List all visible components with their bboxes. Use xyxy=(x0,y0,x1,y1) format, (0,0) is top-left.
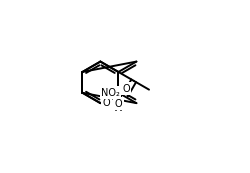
Text: NO₂: NO₂ xyxy=(101,88,120,98)
Text: O: O xyxy=(122,84,130,94)
Text: O: O xyxy=(114,99,122,109)
Text: O: O xyxy=(103,98,110,108)
